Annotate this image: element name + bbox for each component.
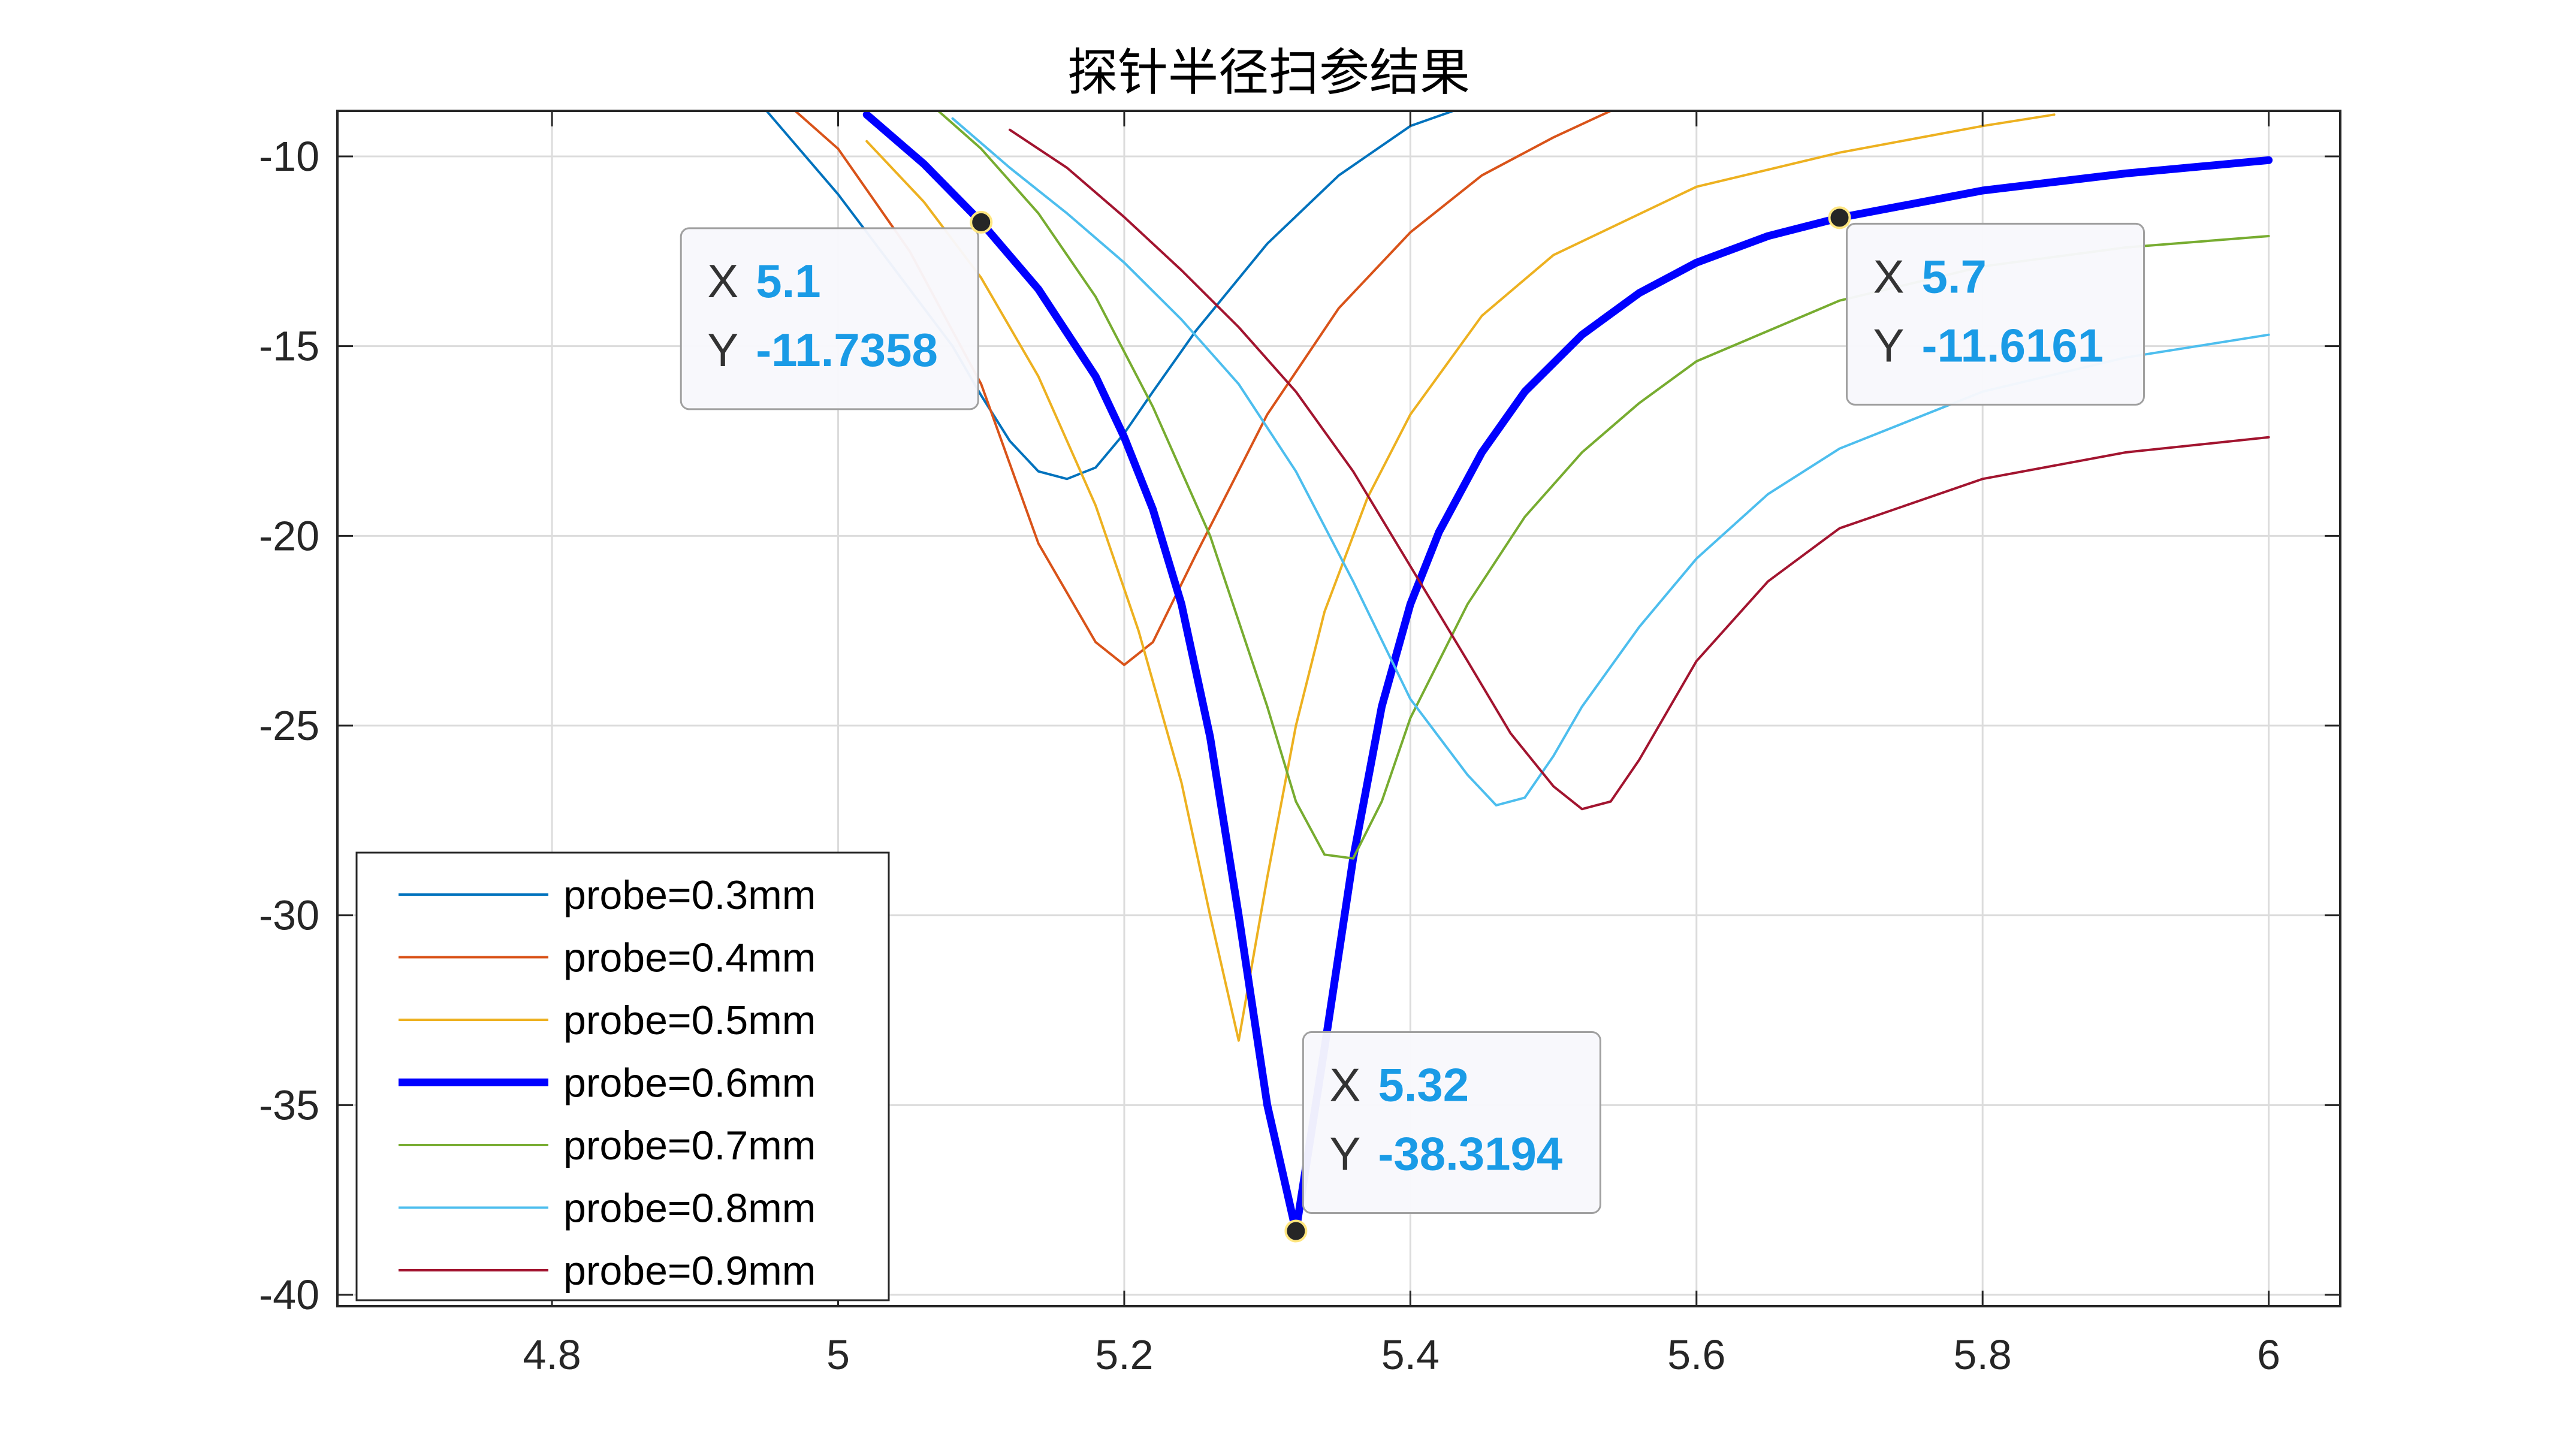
datatip-x-key: X <box>1873 250 1905 303</box>
y-tick-label: -30 <box>259 892 319 939</box>
datatip-box <box>680 227 979 410</box>
axes-frame <box>336 110 2341 1307</box>
series-line-6 <box>951 117 2270 806</box>
datatip-y-key: Y <box>1873 319 1905 371</box>
x-tick-label: 5.2 <box>1095 1331 1153 1378</box>
legend-label: probe=0.7mm <box>563 1123 816 1168</box>
datatip-x-value: 5.1 <box>756 255 820 307</box>
legend-box <box>355 851 890 1301</box>
y-tick-label: -40 <box>259 1271 319 1318</box>
datatip-y-value: -38.3194 <box>1378 1128 1562 1180</box>
datatip-y-value: -11.7358 <box>756 324 938 376</box>
chart-title: 探针半径扫参结果 <box>1067 43 1470 102</box>
y-tick-label: -15 <box>259 323 319 370</box>
datatip-1[interactable]: X 5.1 Y -11.7358 <box>680 210 993 410</box>
datatip-marker[interactable] <box>1828 206 1851 229</box>
datatip-x-key: X <box>707 255 738 307</box>
series-line-5 <box>937 111 2270 860</box>
legend-label: probe=0.6mm <box>563 1061 816 1106</box>
y-tick-label: -25 <box>259 702 319 749</box>
series-line-7 <box>1009 128 2270 811</box>
datatip-2[interactable]: X 5.32 Y -38.3194 <box>1284 1031 1601 1243</box>
series-line-3 <box>865 113 2056 1042</box>
legend-label: probe=0.5mm <box>563 998 816 1043</box>
datatip-3[interactable]: X 5.7 Y -11.6161 <box>1828 206 2145 406</box>
datatip-x-value: 5.7 <box>1922 250 1987 303</box>
x-tick-label: 5 <box>826 1331 850 1378</box>
datatip-box <box>1846 222 2145 406</box>
legend-label: probe=0.3mm <box>563 872 816 918</box>
datatips: X 5.1 Y -11.7358 X 5.32 Y -38.3194 X 5.7 Y -11.6161 <box>680 206 2145 1243</box>
datatip-x-key: X <box>1329 1059 1360 1111</box>
y-tick-label: -10 <box>259 133 319 180</box>
legend: probe=0.3mm probe=0.4mm probe=0.5mm probe=0… <box>355 851 890 1301</box>
datatip-marker[interactable] <box>970 210 993 234</box>
y-tick-label: -20 <box>259 512 319 559</box>
x-tick-label: 5.4 <box>1381 1331 1440 1378</box>
legend-label: probe=0.9mm <box>563 1248 816 1294</box>
datatip-marker[interactable] <box>1284 1219 1308 1243</box>
legend-label: probe=0.4mm <box>563 935 816 981</box>
x-tick-label: 4.8 <box>523 1331 581 1378</box>
legend-label: probe=0.8mm <box>563 1186 816 1231</box>
datatip-x-value: 5.32 <box>1378 1059 1469 1111</box>
x-tick-label: 6 <box>2257 1331 2280 1378</box>
x-tick-label: 5.6 <box>1667 1331 1725 1378</box>
datatip-y-key: Y <box>707 324 738 376</box>
x-tick-label: 5.8 <box>1954 1331 2012 1378</box>
plot-series <box>765 111 2273 1236</box>
y-tick-label: -35 <box>259 1082 319 1128</box>
datatip-y-value: -11.6161 <box>1922 319 2104 371</box>
datatip-y-key: Y <box>1329 1128 1360 1180</box>
datatip-box <box>1302 1031 1601 1215</box>
